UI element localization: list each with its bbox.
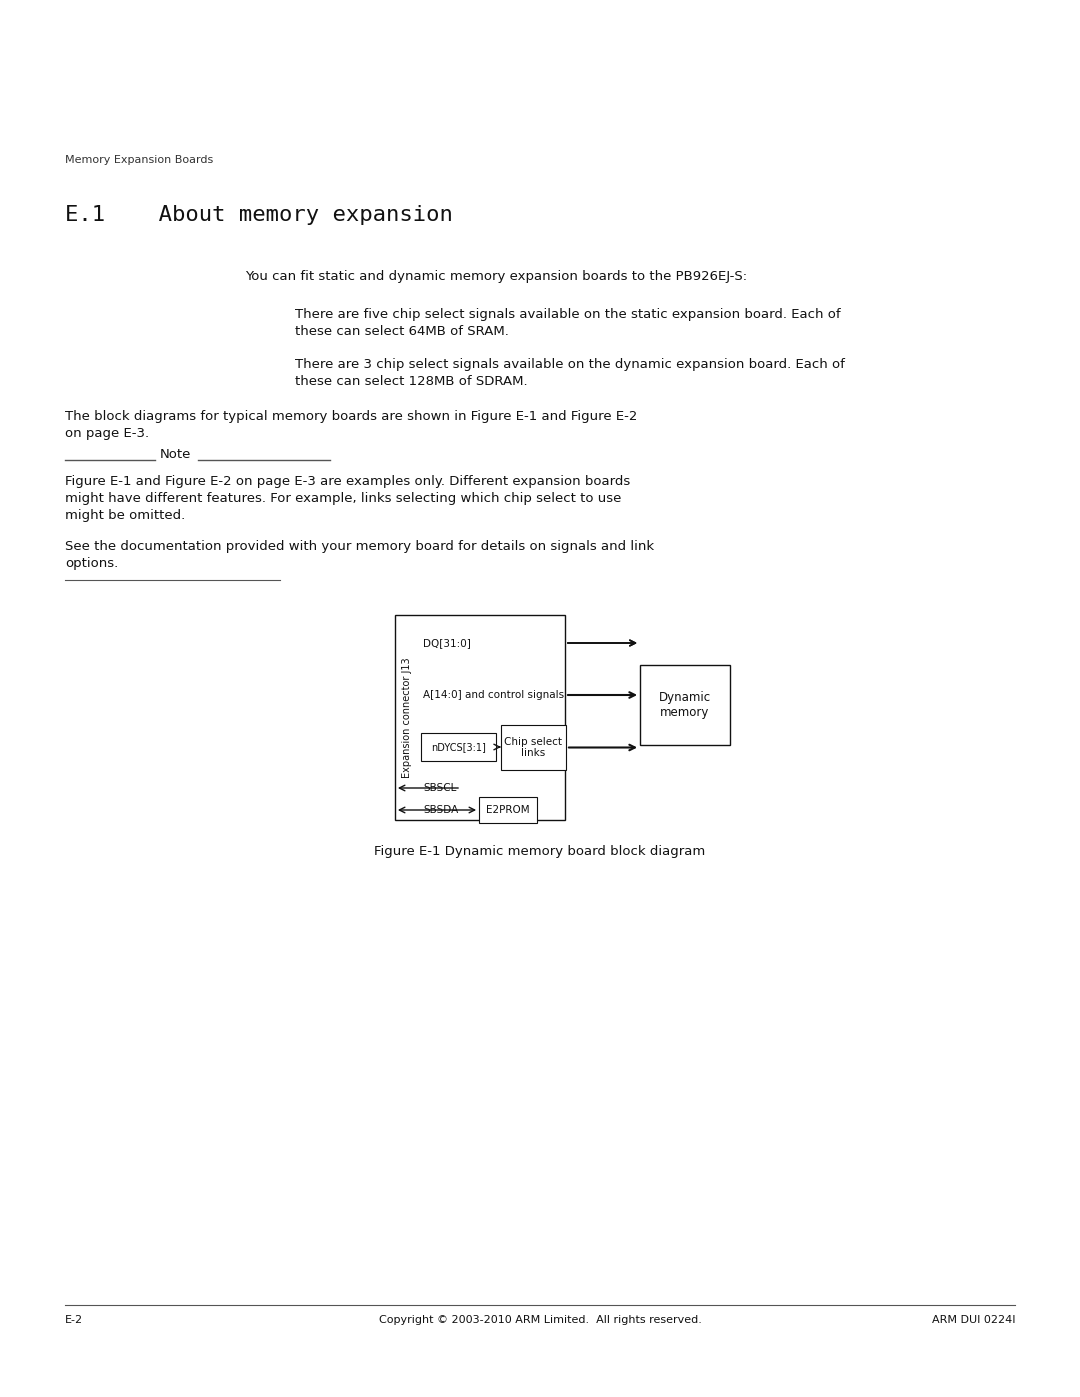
Text: Figure E-1 and Figure E-2 on page E-3 are examples only. Different expansion boa: Figure E-1 and Figure E-2 on page E-3 ar… xyxy=(65,475,631,488)
Text: There are five chip select signals available on the static expansion board. Each: There are five chip select signals avail… xyxy=(295,307,840,321)
Text: might be omitted.: might be omitted. xyxy=(65,509,186,522)
Text: nDYCS[3:1]: nDYCS[3:1] xyxy=(431,742,486,752)
Text: A[14:0] and control signals: A[14:0] and control signals xyxy=(423,690,564,700)
Text: E.1    About memory expansion: E.1 About memory expansion xyxy=(65,205,453,225)
Text: ARM DUI 0224I: ARM DUI 0224I xyxy=(931,1315,1015,1324)
Text: E2PROM: E2PROM xyxy=(486,805,530,814)
Text: The block diagrams for typical memory boards are shown in Figure E-1 and Figure : The block diagrams for typical memory bo… xyxy=(65,409,637,423)
Text: See the documentation provided with your memory board for details on signals and: See the documentation provided with your… xyxy=(65,541,654,553)
Bar xyxy=(480,798,537,823)
Text: on page E-3.: on page E-3. xyxy=(65,427,149,440)
Text: options.: options. xyxy=(65,557,118,570)
Text: Copyright © 2003-2010 ARM Limited.  All rights reserved.: Copyright © 2003-2010 ARM Limited. All r… xyxy=(379,1315,701,1324)
Text: Figure E-1 Dynamic memory board block diagram: Figure E-1 Dynamic memory board block di… xyxy=(375,845,705,858)
Bar xyxy=(640,665,730,745)
Bar xyxy=(421,733,496,761)
Text: might have different features. For example, links selecting which chip select to: might have different features. For examp… xyxy=(65,492,621,504)
Text: SBSDA: SBSDA xyxy=(423,805,458,814)
Text: SBSCL: SBSCL xyxy=(423,782,457,793)
Text: these can select 128MB of SDRAM.: these can select 128MB of SDRAM. xyxy=(295,374,528,388)
Text: Chip select
links: Chip select links xyxy=(504,736,563,759)
Text: Expansion connector J13: Expansion connector J13 xyxy=(402,657,411,778)
Text: Note: Note xyxy=(160,448,191,461)
Bar xyxy=(501,725,566,770)
Text: You can fit static and dynamic memory expansion boards to the PB926EJ-S:: You can fit static and dynamic memory ex… xyxy=(245,270,747,284)
Text: E-2: E-2 xyxy=(65,1315,83,1324)
Text: Memory Expansion Boards: Memory Expansion Boards xyxy=(65,155,213,165)
Text: DQ[31:0]: DQ[31:0] xyxy=(423,638,471,648)
Text: Dynamic
memory: Dynamic memory xyxy=(659,692,711,719)
Text: these can select 64MB of SRAM.: these can select 64MB of SRAM. xyxy=(295,326,509,338)
Bar xyxy=(395,615,565,820)
Text: There are 3 chip select signals available on the dynamic expansion board. Each o: There are 3 chip select signals availabl… xyxy=(295,358,845,372)
